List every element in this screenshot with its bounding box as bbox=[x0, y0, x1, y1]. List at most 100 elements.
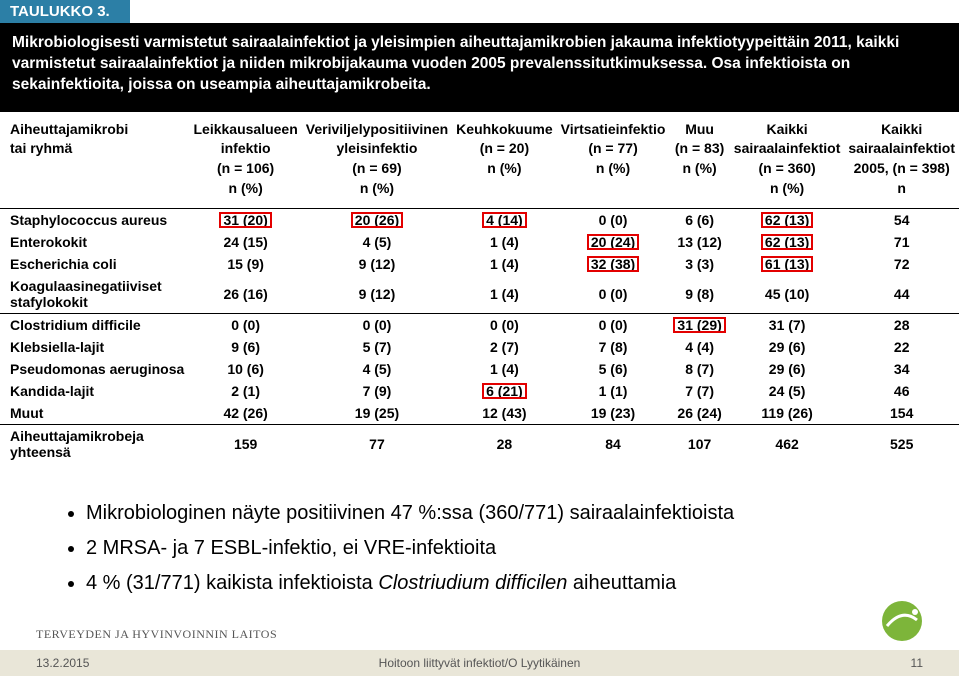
highlighted-value: 62 (13) bbox=[761, 234, 813, 250]
col-header: Kaikkisairaalainfektiot2005, (n = 398)n bbox=[844, 112, 959, 209]
cell: 9 (12) bbox=[302, 253, 452, 275]
table-row: Klebsiella-lajit9 (6)5 (7)2 (7)7 (8)4 (4… bbox=[0, 336, 959, 358]
cell: 32 (38) bbox=[557, 253, 670, 275]
highlighted-value: 31 (20) bbox=[219, 212, 271, 228]
row-label: Clostridium difficile bbox=[0, 314, 189, 337]
cell: 7 (9) bbox=[302, 380, 452, 402]
cell: 34 bbox=[844, 358, 959, 380]
cell: 8 (7) bbox=[669, 358, 729, 380]
highlighted-value: 62 (13) bbox=[761, 212, 813, 228]
row-label: Pseudomonas aeruginosa bbox=[0, 358, 189, 380]
cell: 62 (13) bbox=[730, 209, 845, 232]
cell: 10 (6) bbox=[189, 358, 301, 380]
cell: 119 (26) bbox=[730, 402, 845, 425]
cell: 1 (4) bbox=[452, 358, 556, 380]
cell: 54 bbox=[844, 209, 959, 232]
bullet-item: Mikrobiologinen näyte positiivinen 47 %:… bbox=[86, 498, 734, 529]
cell: 0 (0) bbox=[452, 314, 556, 337]
cell: 71 bbox=[844, 231, 959, 253]
cell: 42 (26) bbox=[189, 402, 301, 425]
cell: 1 (1) bbox=[557, 380, 670, 402]
cell: 4 (5) bbox=[302, 358, 452, 380]
cell: 61 (13) bbox=[730, 253, 845, 275]
cell: 29 (6) bbox=[730, 358, 845, 380]
cell: 31 (29) bbox=[669, 314, 729, 337]
thl-wordmark: TERVEYDEN JA HYVINVOINNIN LAITOS bbox=[36, 627, 277, 642]
highlighted-value: 4 (14) bbox=[482, 212, 527, 228]
cell: 4 (14) bbox=[452, 209, 556, 232]
cell: 1 (4) bbox=[452, 253, 556, 275]
col-header: Kaikkisairaalainfektiot(n = 360)n (%) bbox=[730, 112, 845, 209]
col-header: Aiheuttajamikrobitai ryhmä bbox=[0, 112, 189, 209]
cell: 0 (0) bbox=[302, 314, 452, 337]
cell: 0 (0) bbox=[189, 314, 301, 337]
highlighted-value: 20 (26) bbox=[351, 212, 403, 228]
cell: 26 (24) bbox=[669, 402, 729, 425]
cell: 31 (20) bbox=[189, 209, 301, 232]
highlighted-value: 6 (21) bbox=[482, 383, 527, 399]
table-row: Koagulaasinegatiiviset stafylokokit26 (1… bbox=[0, 275, 959, 314]
cell: 24 (5) bbox=[730, 380, 845, 402]
row-label: Aiheuttajamikrobeja yhteensä bbox=[0, 425, 189, 464]
cell: 0 (0) bbox=[557, 314, 670, 337]
col-header: Leikkausalueeninfektio(n = 106)n (%) bbox=[189, 112, 301, 209]
cell: 72 bbox=[844, 253, 959, 275]
footer-page: 11 bbox=[911, 656, 923, 670]
table-number: TAULUKKO 3. bbox=[0, 0, 130, 23]
data-table: Aiheuttajamikrobitai ryhmäLeikkausalueen… bbox=[0, 112, 959, 463]
cell: 29 (6) bbox=[730, 336, 845, 358]
cell: 62 (13) bbox=[730, 231, 845, 253]
cell: 1 (4) bbox=[452, 275, 556, 314]
cell: 7 (8) bbox=[557, 336, 670, 358]
cell: 13 (12) bbox=[669, 231, 729, 253]
cell: 28 bbox=[844, 314, 959, 337]
cell: 12 (43) bbox=[452, 402, 556, 425]
cell: 45 (10) bbox=[730, 275, 845, 314]
cell: 46 bbox=[844, 380, 959, 402]
cell: 5 (6) bbox=[557, 358, 670, 380]
cell: 9 (6) bbox=[189, 336, 301, 358]
cell: 19 (23) bbox=[557, 402, 670, 425]
cell: 9 (8) bbox=[669, 275, 729, 314]
col-header: Keuhkokuume(n = 20)n (%) bbox=[452, 112, 556, 209]
table-row: Aiheuttajamikrobeja yhteensä159772884107… bbox=[0, 425, 959, 464]
cell: 1 (4) bbox=[452, 231, 556, 253]
cell: 6 (21) bbox=[452, 380, 556, 402]
cell: 22 bbox=[844, 336, 959, 358]
bullet-list: Mikrobiologinen näyte positiivinen 47 %:… bbox=[46, 498, 734, 603]
cell: 26 (16) bbox=[189, 275, 301, 314]
cell: 20 (24) bbox=[557, 231, 670, 253]
footer-title: Hoitoon liittyvät infektiot/O Lyytikäine… bbox=[0, 656, 959, 670]
cell: 0 (0) bbox=[557, 275, 670, 314]
cell: 19 (25) bbox=[302, 402, 452, 425]
highlighted-value: 61 (13) bbox=[761, 256, 813, 272]
cell: 6 (6) bbox=[669, 209, 729, 232]
table-row: Staphylococcus aureus 31 (20) 20 (26) 4 (14… bbox=[0, 209, 959, 232]
slide-footer: 13.2.2015 Hoitoon liittyvät infektiot/O … bbox=[0, 650, 959, 676]
cell: 28 bbox=[452, 425, 556, 464]
cell: 4 (4) bbox=[669, 336, 729, 358]
table-row: Escherichia coli15 (9)9 (12)1 (4) 32 (38)… bbox=[0, 253, 959, 275]
highlighted-value: 31 (29) bbox=[673, 317, 725, 333]
cell: 5 (7) bbox=[302, 336, 452, 358]
cell: 15 (9) bbox=[189, 253, 301, 275]
row-label: Staphylococcus aureus bbox=[0, 209, 189, 232]
row-label: Kandida-lajit bbox=[0, 380, 189, 402]
cell: 20 (26) bbox=[302, 209, 452, 232]
cell: 525 bbox=[844, 425, 959, 464]
table-row: Muut42 (26)19 (25)12 (43)19 (23)26 (24)1… bbox=[0, 402, 959, 425]
table-row: Clostridium difficile0 (0)0 (0)0 (0)0 (0… bbox=[0, 314, 959, 337]
cell: 84 bbox=[557, 425, 670, 464]
bullet-item: 2 MRSA- ja 7 ESBL-infektio, ei VRE-infek… bbox=[86, 533, 734, 564]
cell: 159 bbox=[189, 425, 301, 464]
row-label: Escherichia coli bbox=[0, 253, 189, 275]
cell: 3 (3) bbox=[669, 253, 729, 275]
cell: 0 (0) bbox=[557, 209, 670, 232]
cell: 31 (7) bbox=[730, 314, 845, 337]
cell: 2 (1) bbox=[189, 380, 301, 402]
highlighted-value: 32 (38) bbox=[587, 256, 639, 272]
row-label: Klebsiella-lajit bbox=[0, 336, 189, 358]
cell: 9 (12) bbox=[302, 275, 452, 314]
row-label: Muut bbox=[0, 402, 189, 425]
thl-logo-icon bbox=[881, 600, 923, 642]
